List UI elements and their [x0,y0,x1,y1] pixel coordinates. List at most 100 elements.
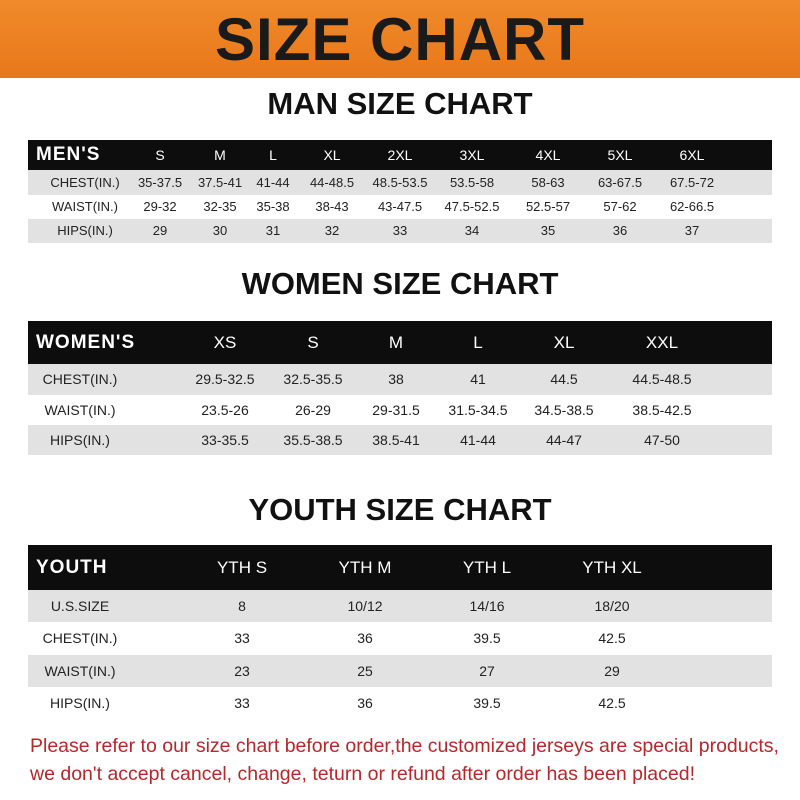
size-header: YTH S [216,558,268,577]
table-cell: 35-38 [256,199,290,214]
table-cell: 29-32 [143,199,177,214]
table-cell: 34.5-38.5 [534,402,594,418]
size-header: YTH L [462,558,512,577]
measurement-label: CHEST(IN.) [42,371,118,387]
table-cell: 36 [612,223,628,238]
table-row: CHEST(IN.) 33 36 39.5 42.5 [28,622,772,655]
table-cell: 37 [684,223,700,238]
table-cell: 42.5 [598,695,626,711]
size-header: L [269,147,277,163]
table-cell: 52.5-57 [525,199,571,214]
table-cell: 33 [234,695,250,711]
size-header: 2XL [387,147,413,163]
table-cell: 44-48.5 [309,175,355,190]
size-header: S [155,147,165,163]
measurement-label: WAIST(IN.) [44,663,116,679]
men-header-row: MEN'S S M L XL 2XL 3XL 4XL 5XL 6XL [28,140,772,170]
table-cell: 67.5-72 [669,175,715,190]
table-row: WAIST(IN.) 23 25 27 29 [28,655,772,687]
women-size-table: WOMEN'S XS S M L XL XXL CHEST(IN.) 29.5-32.5 32.5… [28,321,772,455]
table-label: WOMEN'S [36,332,136,353]
size-header: YTH M [338,558,392,577]
table-cell: 35.5-38.5 [283,432,343,448]
table-cell: 29 [604,663,620,679]
table-cell: 30 [212,223,228,238]
table-cell: 48.5-53.5 [372,175,428,190]
table-cell: 33 [234,630,250,646]
table-cell: 41-44 [256,175,290,190]
table-cell: 26-29 [295,402,331,418]
table-row: HIPS(IN.) 33-35.5 35.5-38.5 38.5-41 41-44 44-… [28,425,772,455]
table-cell: 47-50 [644,432,680,448]
table-cell: 23 [234,663,250,679]
table-cell: 41 [470,371,486,387]
table-cell: 57-62 [603,199,637,214]
table-cell: 31.5-34.5 [448,402,508,418]
table-cell: 42.5 [598,630,626,646]
table-cell: 58-63 [531,175,565,190]
table-cell: 44.5-48.5 [632,371,692,387]
size-header: XL [323,147,341,163]
title-banner: SIZE CHART [0,0,800,78]
table-cell: 25 [357,663,373,679]
table-cell: 36 [357,695,373,711]
table-row: WAIST(IN.) 23.5-26 26-29 29-31.5 31.5-34.5 34… [28,395,772,425]
table-row: HIPS(IN.) 33 36 39.5 42.5 [28,687,772,719]
measurement-label: U.S.SIZE [50,598,110,614]
table-cell: 39.5 [473,695,501,711]
table-cell: 44.5 [550,371,578,387]
notice-line-2: we don't accept cancel, change, teturn o… [30,763,695,785]
table-label: YOUTH [36,557,108,578]
youth-header-row: YOUTH YTH S YTH M YTH L YTH XL [28,545,772,590]
measurement-label: CHEST(IN.) [42,630,118,646]
size-header: YTH XL [582,558,642,577]
size-header: 3XL [459,147,485,163]
table-row: CHEST(IN.) 29.5-32.5 32.5-35.5 38 41 44.5 44.5… [28,364,772,395]
table-cell: 14/16 [469,598,505,614]
table-cell: 32.5-35.5 [283,371,343,387]
table-cell: 53.5-58 [449,175,495,190]
table-row: U.S.SIZE 8 10/12 14/16 18/20 [28,590,772,622]
youth-size-table: YOUTH YTH S YTH M YTH L YTH XL U.S.SIZE 8 10/12… [28,545,772,719]
measurement-label: WAIST(IN.) [44,402,116,418]
table-row: HIPS(IN.) 29 30 31 32 33 34 35 36 37 [28,219,772,243]
table-cell: 10/12 [347,598,383,614]
measurement-label: CHEST(IN.) [50,175,120,190]
table-cell: 63-67.5 [597,175,643,190]
table-cell: 29 [152,223,168,238]
table-row: WAIST(IN.) 29-32 32-35 35-38 38-43 43-47.5 47.… [28,195,772,219]
measurement-label: HIPS(IN.) [50,432,110,448]
table-cell: 39.5 [473,630,501,646]
table-cell: 31 [265,223,281,238]
table-cell: 8 [238,598,246,614]
table-cell: 38.5-42.5 [632,402,692,418]
table-cell: 27 [479,663,495,679]
size-header: M [214,147,226,163]
table-row: CHEST(IN.) 35-37.5 37.5-41 41-44 44-48.5 48.5… [28,170,772,195]
table-cell: 32 [324,223,340,238]
table-cell: 38 [388,371,404,387]
table-cell: 38-43 [315,199,349,214]
table-cell: 34 [464,223,480,238]
notice-line-1: Please refer to our size chart before or… [30,735,779,757]
size-header: L [473,333,483,352]
table-cell: 35 [540,223,556,238]
table-cell: 29.5-32.5 [195,371,255,387]
size-header: 4XL [535,147,561,163]
measurement-label: WAIST(IN.) [52,199,118,214]
size-header: 6XL [679,147,705,163]
size-header: M [388,333,404,352]
size-header: S [307,333,319,352]
table-cell: 47.5-52.5 [444,199,500,214]
measurement-label: HIPS(IN.) [57,223,113,238]
table-cell: 36 [357,630,373,646]
table-cell: 29-31.5 [372,402,420,418]
women-header-row: WOMEN'S XS S M L XL XXL [28,321,772,364]
table-cell: 33-35.5 [201,432,249,448]
size-header: XXL [645,333,679,352]
table-cell: 23.5-26 [201,402,249,418]
size-header: XL [553,333,575,352]
men-section-title: MAN SIZE CHART [267,86,533,121]
size-header: 5XL [607,147,633,163]
table-cell: 62-66.5 [669,199,715,214]
